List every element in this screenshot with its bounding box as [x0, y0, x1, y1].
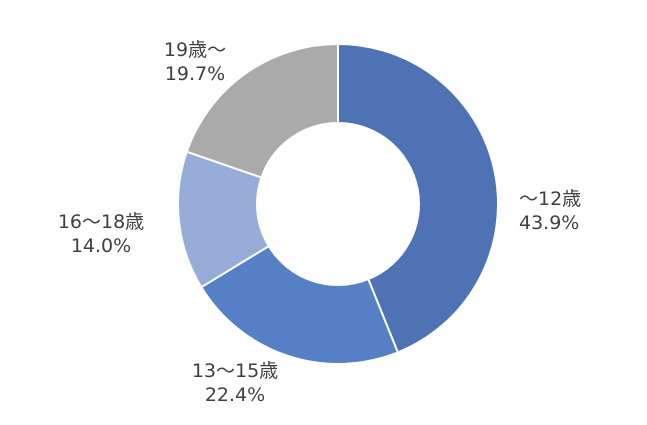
label-slice-2-category: 16～18歳: [57, 211, 145, 233]
label-slice-0-category: ～12歳: [519, 188, 582, 210]
slice-group: [177, 42, 499, 365]
label-slice-0-value: 43.9%: [519, 212, 580, 234]
label-slice-1-category: 13～15歳: [191, 360, 279, 382]
label-slice-3-value: 19.7%: [164, 63, 226, 85]
label-slice-1-value: 22.4%: [204, 384, 266, 406]
label-slice-2: 16～18歳 14.0%: [46, 210, 156, 258]
label-slice-0: ～12歳 43.9%: [519, 187, 581, 235]
label-slice-1: 13～15歳 22.4%: [180, 359, 290, 407]
slice-0: [337, 42, 499, 354]
label-slice-2-value: 14.0%: [70, 235, 132, 257]
slice-3: [185, 42, 339, 179]
label-slice-3-category: 19歳～: [163, 39, 227, 61]
label-slice-3: 19歳～ 19.7%: [140, 38, 250, 86]
slice-1: [199, 244, 400, 365]
